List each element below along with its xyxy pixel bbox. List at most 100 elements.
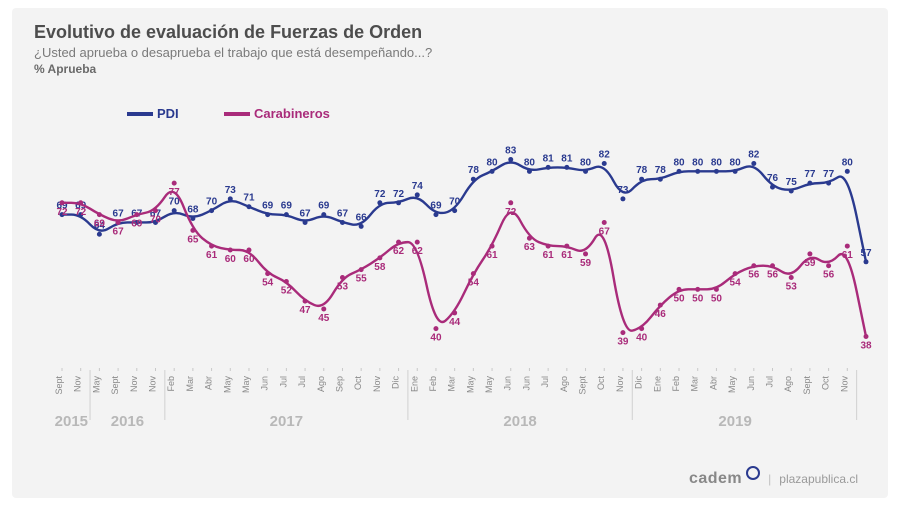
data-point [658,177,663,182]
year-label: 2016 [111,413,144,430]
data-point [508,157,513,162]
x-tick-label: Jun [503,376,513,391]
x-tick-label: Feb [671,376,681,392]
data-point [546,244,551,249]
x-tick-label: Mar [185,376,195,392]
data-point [583,251,588,256]
data-point [433,212,438,217]
x-tick-label: Nov [615,376,625,393]
point-label: 50 [692,293,704,304]
point-label: 82 [748,149,760,160]
data-point [340,275,345,280]
point-label: 66 [356,212,368,223]
data-point [807,181,812,186]
x-tick-label: May [727,376,737,394]
data-point [246,204,251,209]
point-label: 67 [113,226,125,237]
chart-unit: % Aprueba [34,62,870,76]
point-label: 54 [730,278,742,289]
point-label: 59 [580,258,592,269]
x-tick-label: Feb [166,376,176,392]
point-label: 67 [113,208,125,219]
x-tick-label: Ago [316,376,326,392]
point-label: 54 [262,278,274,289]
x-tick-label: Abr [204,376,214,390]
data-point [396,240,401,245]
point-label: 40 [636,333,648,344]
chart-title: Evolutivo de evaluación de Fuerzas de Or… [34,22,870,43]
point-label: 61 [543,250,555,261]
point-label: 55 [356,274,368,285]
chart-subtitle: ¿Usted aprueba o desaprueba el trabajo q… [34,45,870,60]
point-label: 80 [730,157,742,168]
x-tick-label: May [91,376,101,394]
point-label: 67 [337,208,349,219]
x-tick-label: Jun [521,376,531,391]
point-label: 80 [711,157,723,168]
data-point [153,208,158,213]
data-point [377,255,382,260]
data-point [490,244,495,249]
point-label: 58 [374,262,386,273]
data-point [452,310,457,315]
data-point [190,228,195,233]
data-point [733,271,738,276]
chart-area: PDICarabineros20152016201720182019SeptNo… [22,108,878,438]
data-point [658,303,663,308]
data-point [228,248,233,253]
point-label: 77 [169,187,181,198]
data-point [303,299,308,304]
x-tick-label: Mar [447,376,457,392]
data-point [807,251,812,256]
data-point [677,169,682,174]
point-label: 56 [748,270,760,281]
brand-logo: cadem [689,470,742,488]
x-tick-label: Ene [409,376,419,392]
point-label: 72 [75,207,87,218]
year-label: 2018 [503,413,536,430]
point-label: 54 [468,278,480,289]
data-point [78,200,83,205]
data-point [60,200,65,205]
x-tick-label: May [484,376,494,394]
data-point [321,212,326,217]
data-point [508,200,513,205]
x-tick-label: Ago [559,376,569,392]
x-tick-label: Nov [129,376,139,393]
x-tick-label: Nov [372,376,382,393]
point-label: 73 [617,185,629,196]
point-label: 45 [318,313,330,324]
point-label: 50 [711,293,723,304]
data-point [583,169,588,174]
data-point [695,287,700,292]
point-label: 70 [150,215,162,226]
point-label: 53 [337,282,349,293]
x-tick-label: Jul [765,376,775,388]
point-label: 69 [131,219,143,230]
data-point [639,326,644,331]
point-label: 80 [486,157,498,168]
point-label: 83 [505,146,517,157]
data-point [602,220,607,225]
point-label: 77 [804,169,816,180]
data-point [620,196,625,201]
point-label: 71 [243,193,255,204]
data-point [770,263,775,268]
x-tick-label: Jul [297,376,307,388]
x-tick-label: Nov [839,376,849,393]
point-label: 70 [449,197,461,208]
data-point [452,208,457,213]
data-point [116,220,121,225]
point-label: 53 [786,282,798,293]
legend-label: PDI [157,108,179,121]
point-label: 52 [281,285,293,296]
point-label: 80 [842,157,854,168]
data-point [209,244,214,249]
data-point [359,267,364,272]
year-label: 2017 [270,413,303,430]
data-point [826,263,831,268]
point-label: 50 [673,293,685,304]
point-label: 80 [580,157,592,168]
data-point [265,271,270,276]
point-label: 61 [561,250,573,261]
